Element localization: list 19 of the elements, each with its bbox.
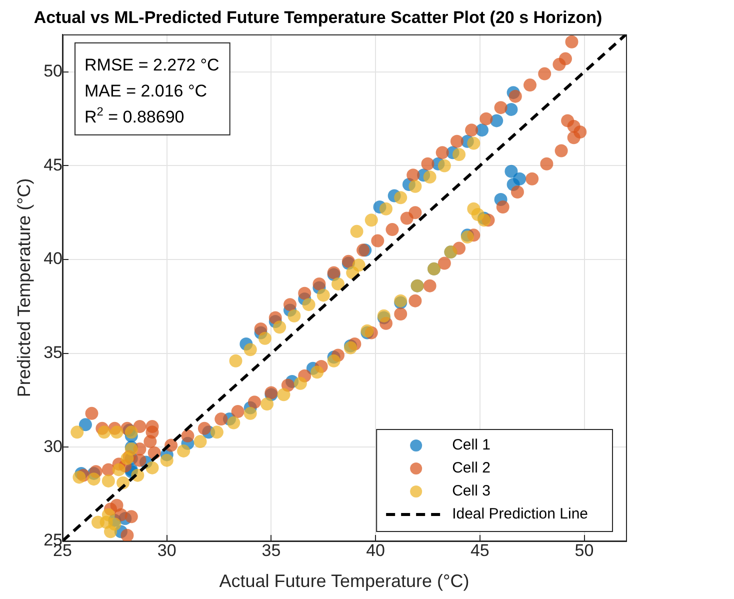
x-tick-label: 45 <box>470 540 490 560</box>
x-tick-label: 50 <box>574 540 594 560</box>
y-tick-label: 40 <box>44 249 63 268</box>
legend-label: Ideal Prediction Line <box>452 506 588 523</box>
chart-title: Actual vs ML-Predicted Future Temperature Scatter Plot (20 s Horizon) <box>34 8 602 27</box>
legend-label: Cell 3 <box>452 482 490 500</box>
x-tick-label: 40 <box>366 540 386 560</box>
y-tick-label: 30 <box>44 436 63 456</box>
y-axis-title: Predicted Temperature (°C) <box>14 178 34 398</box>
y-tick-label: 50 <box>44 62 63 81</box>
annotation: MAE = 2.016 °C <box>84 81 208 100</box>
x-tick-label: 35 <box>262 540 281 560</box>
x-axis-title: Actual Future Temperature (°C) <box>219 571 470 592</box>
legend-label: Cell 2 <box>452 460 490 477</box>
legend-label: Cell 1 <box>452 436 490 454</box>
y-tick-label: 35 <box>44 343 63 362</box>
x-tick-label: 30 <box>157 540 176 560</box>
y-tick-label: 45 <box>44 155 63 174</box>
annotation: RMSE = 2.272 °C <box>84 55 220 74</box>
